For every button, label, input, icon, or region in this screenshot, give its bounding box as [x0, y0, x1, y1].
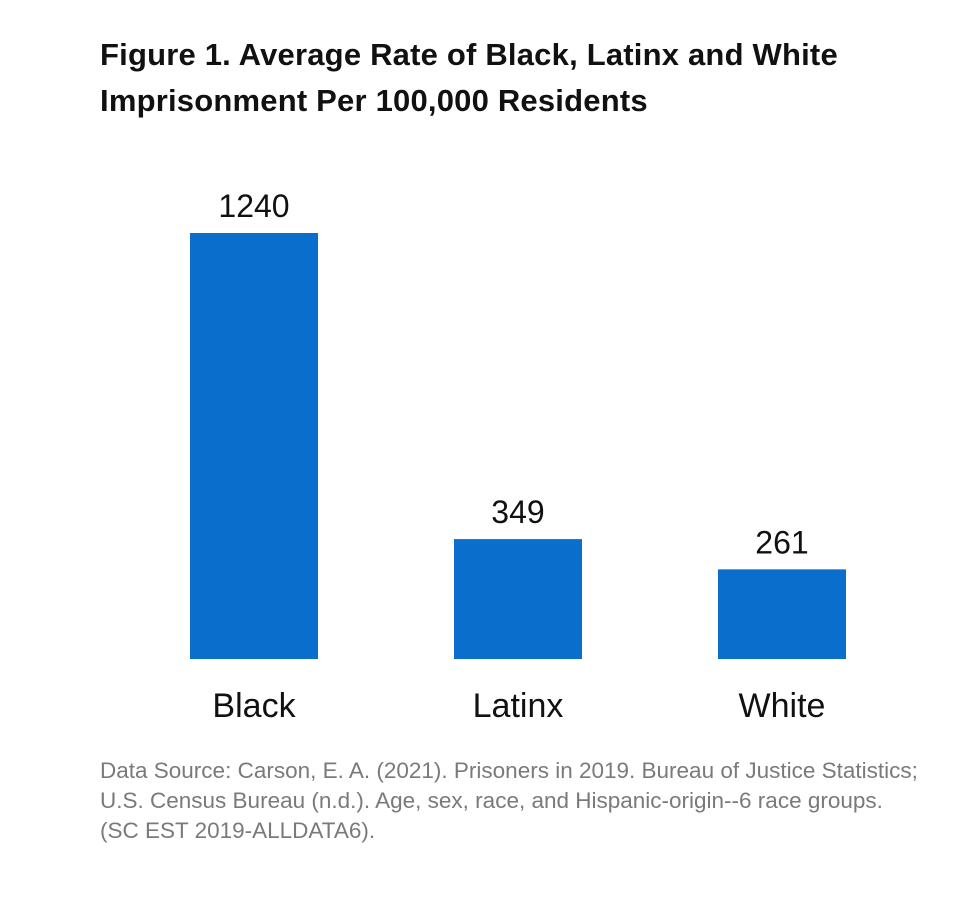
bar-chart: 1240 Black 349 Latinx 261 White — [190, 188, 846, 725]
bar-latinx — [454, 539, 582, 659]
data-source-note: Data Source: Carson, E. A. (2021). Priso… — [100, 758, 918, 843]
bar-black — [190, 233, 318, 659]
bar-white — [718, 569, 846, 659]
data-label-white: 261 — [755, 524, 808, 560]
category-label-latinx: Latinx — [473, 687, 564, 725]
category-label-black: Black — [212, 687, 296, 725]
data-label-black: 1240 — [218, 188, 289, 224]
data-label-latinx: 349 — [491, 494, 544, 530]
category-label-white: White — [739, 687, 826, 725]
chart-title: Figure 1. Average Rate of Black, Latinx … — [100, 37, 838, 118]
